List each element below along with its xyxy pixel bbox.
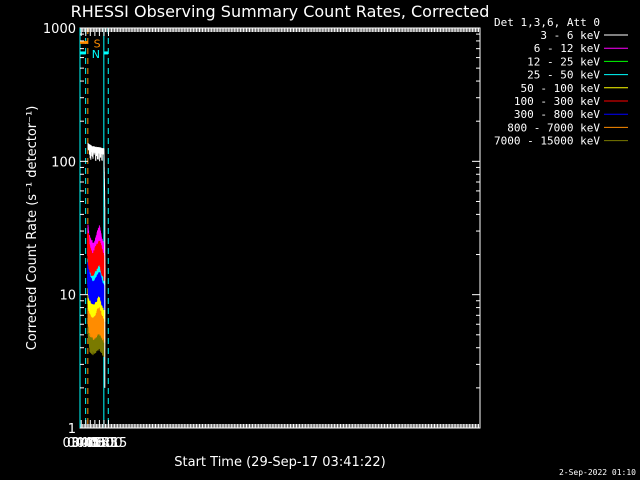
x-tick-label-3: 04:30 <box>76 436 113 451</box>
legend-label-3: 25 - 50 keV <box>527 69 600 82</box>
vertical-markers <box>79 28 109 428</box>
annotation-label-n: N <box>92 48 100 61</box>
series-line-5 <box>87 233 106 281</box>
annotation-bars: NS <box>80 37 109 61</box>
y-axis-label: Corrected Count Rate (s⁻¹ detector⁻¹) <box>25 106 40 351</box>
series-line-6 <box>87 262 106 311</box>
data-series <box>87 143 106 388</box>
series-line-8 <box>87 309 106 358</box>
legend-label-7: 800 - 7000 keV <box>507 121 600 134</box>
y-tick-label-1: 10 <box>59 289 76 304</box>
y-tick-label-3: 1000 <box>43 22 76 37</box>
y-axis-ticks: 1 10 100 1000 <box>43 22 480 437</box>
legend-label-8: 7000 - 15000 keV <box>494 135 600 148</box>
series-line-1 <box>87 224 106 273</box>
legend-label-0: 3 - 6 keV <box>540 29 600 42</box>
x-axis-label: Start Time (29-Sep-17 03:41:22) <box>174 455 385 470</box>
x-tick-label-2: 04:15 <box>72 436 109 451</box>
chart-title: RHESSI Observing Summary Count Rates, Co… <box>71 2 490 21</box>
x-tick-label-0: 03:45 <box>62 436 99 451</box>
legend-label-6: 300 - 800 keV <box>514 108 600 121</box>
legend-label-2: 12 - 25 keV <box>527 55 600 68</box>
legend-label-5: 100 - 300 keV <box>514 95 600 108</box>
x-tick-label-5: 05:00 <box>85 436 122 451</box>
plot-frame <box>79 27 481 429</box>
x-tick-label-1: 04:00 <box>67 436 104 451</box>
x-tick-label-4: 04:45 <box>81 436 118 451</box>
legend-label-1: 6 - 12 keV <box>534 42 601 55</box>
series-line-0 <box>87 143 106 388</box>
footer-date: 2-Sep-2022 01:10 <box>559 468 636 477</box>
legend-header: Det 1,3,6, Att 0 <box>494 16 600 29</box>
y-tick-label-2: 100 <box>51 155 76 170</box>
series-line-7 <box>87 299 106 343</box>
annotation-label-s: S <box>94 37 101 50</box>
legend-label-4: 50 - 100 keV <box>521 82 601 95</box>
x-tick-label-6: 05:15 <box>90 436 127 451</box>
y-tick-label-0: 1 <box>68 422 76 437</box>
